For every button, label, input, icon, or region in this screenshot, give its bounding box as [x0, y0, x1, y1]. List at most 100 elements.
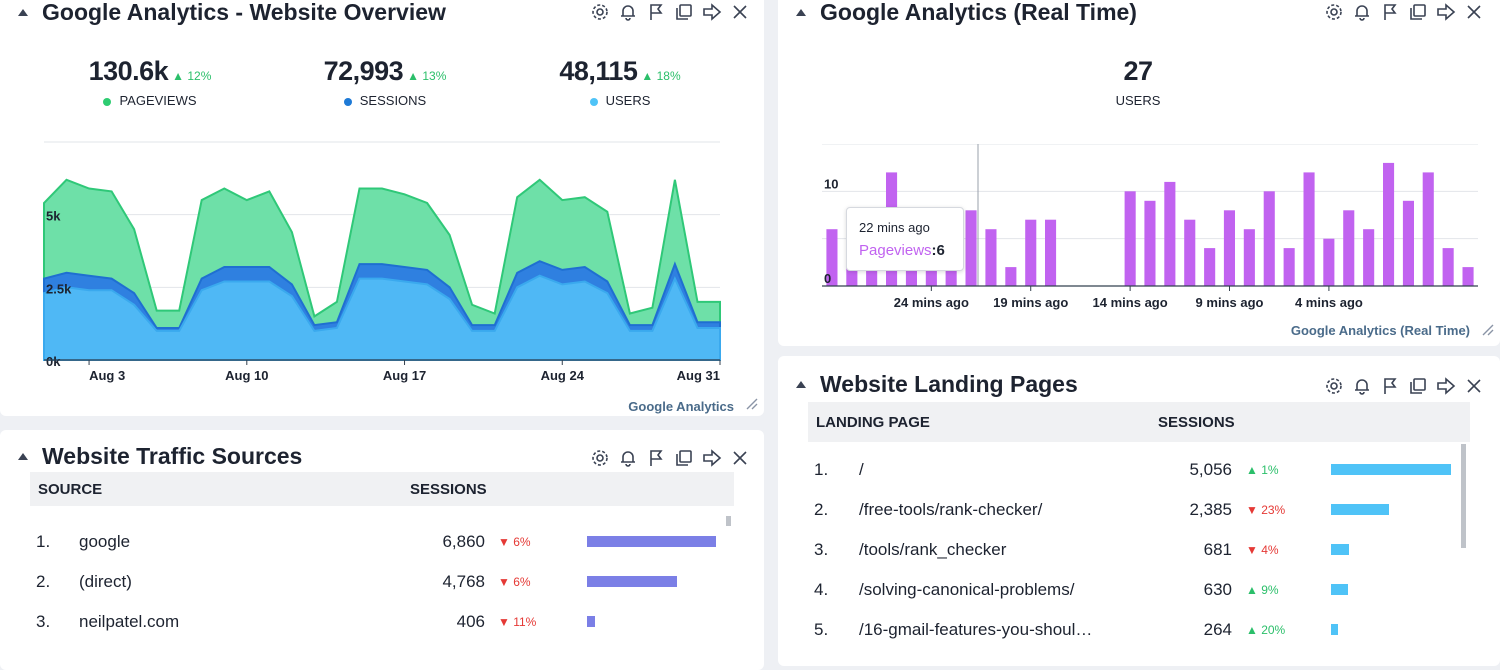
- bar-pageviews[interactable]: [1462, 267, 1474, 286]
- flag-icon[interactable]: [646, 2, 666, 22]
- x-tick-label: Aug 31: [677, 368, 720, 383]
- share-arrow-icon[interactable]: [1436, 2, 1456, 22]
- table-row[interactable]: 1. / 5,056 ▲ 1%: [778, 450, 1500, 490]
- bar-pageviews[interactable]: [1442, 248, 1454, 286]
- bar-pageviews[interactable]: [1005, 267, 1017, 286]
- table-row[interactable]: 5. /16-gmail-features-you-shoul… 264 ▲ 20%: [778, 610, 1500, 650]
- landing-table-header: LANDING PAGE SESSIONS: [808, 402, 1470, 442]
- y-tick-label: 10: [824, 176, 838, 191]
- copy-icon[interactable]: [674, 2, 694, 22]
- row-rank: 1.: [814, 460, 829, 479]
- traffic-header: Website Traffic Sources: [18, 443, 302, 469]
- bar-pageviews[interactable]: [1223, 210, 1235, 286]
- row-change: ▼ 23%: [1246, 503, 1286, 517]
- bar-pageviews[interactable]: [1343, 210, 1355, 286]
- col-landing-page: LANDING PAGE: [816, 413, 930, 431]
- table-row[interactable]: 3. neilpatel.com 406 ▼ 11%: [0, 602, 760, 642]
- bar-pageviews[interactable]: [1263, 191, 1275, 286]
- overview-panel: Google Analytics - Website Overview 130.…: [0, 0, 764, 416]
- table-row[interactable]: 4. /solving-canonical-problems/630 ▲ 9%: [778, 570, 1500, 610]
- row-name-link[interactable]: /solving-canonical-problems/: [859, 580, 1075, 599]
- resize-handle-icon[interactable]: [1480, 322, 1494, 336]
- x-tick-label: Aug 17: [383, 368, 426, 383]
- collapse-caret-icon[interactable]: [796, 380, 806, 388]
- flag-icon[interactable]: [1380, 2, 1400, 22]
- x-tick-label: 14 mins ago: [1093, 295, 1168, 310]
- row-name-link[interactable]: /16-gmail-features-you-shoul…: [859, 620, 1093, 639]
- x-tick-label: Aug 24: [541, 368, 585, 383]
- close-icon[interactable]: [1464, 2, 1484, 22]
- settings-gear-icon[interactable]: [590, 448, 610, 468]
- bar-pageviews[interactable]: [1283, 248, 1295, 286]
- kpi-label: USERS: [605, 93, 651, 108]
- row-name-link[interactable]: /tools/rank_checker: [859, 540, 1007, 559]
- bar-pageviews[interactable]: [985, 229, 997, 286]
- bar-pageviews[interactable]: [1323, 238, 1335, 286]
- close-icon[interactable]: [730, 2, 750, 22]
- close-icon[interactable]: [730, 448, 750, 468]
- scrollbar-thumb[interactable]: [726, 516, 731, 526]
- bar-pageviews[interactable]: [1243, 229, 1255, 286]
- bar-pageviews[interactable]: [1402, 200, 1414, 286]
- row-name-link[interactable]: /free-tools/rank-checker/: [859, 500, 1043, 519]
- row-sessions: 6,860: [442, 532, 485, 551]
- bell-icon[interactable]: [618, 2, 638, 22]
- bar-pageviews[interactable]: [846, 267, 858, 286]
- table-row[interactable]: 2. /free-tools/rank-checker/2,385 ▼ 23%: [778, 490, 1500, 530]
- bar-pageviews[interactable]: [1025, 219, 1037, 286]
- row-rank: 3.: [814, 540, 829, 559]
- row-share-bar: [1331, 464, 1451, 475]
- close-icon[interactable]: [1464, 376, 1484, 396]
- x-tick-label: Aug 3: [89, 368, 125, 383]
- share-arrow-icon[interactable]: [702, 2, 722, 22]
- kpi-value: 27: [1123, 56, 1153, 86]
- row-name-link[interactable]: neilpatel.com: [79, 612, 180, 631]
- kpi-label: USERS: [1115, 93, 1161, 108]
- scrollbar-thumb[interactable]: [1461, 444, 1466, 548]
- resize-handle-icon[interactable]: [744, 396, 758, 410]
- row-share-bar: [587, 576, 677, 587]
- share-arrow-icon[interactable]: [702, 448, 722, 468]
- share-arrow-icon[interactable]: [1436, 376, 1456, 396]
- copy-icon[interactable]: [1408, 2, 1428, 22]
- bar-pageviews[interactable]: [1045, 219, 1057, 286]
- bell-icon[interactable]: [1352, 2, 1372, 22]
- bar-pageviews[interactable]: [1383, 162, 1395, 286]
- bar-pageviews[interactable]: [1204, 248, 1216, 286]
- y-tick-label: 2.5k: [46, 281, 72, 296]
- bar-pageviews[interactable]: [1184, 219, 1196, 286]
- collapse-caret-icon[interactable]: [18, 452, 28, 460]
- landing-header: Website Landing Pages: [796, 371, 1078, 397]
- table-row[interactable]: 3. /tools/rank_checker 681 ▼ 4%: [778, 530, 1500, 570]
- settings-gear-icon[interactable]: [590, 2, 610, 22]
- row-name-link[interactable]: google: [79, 532, 131, 551]
- table-row[interactable]: 2. (direct) 4,768 ▼ 6%: [0, 562, 760, 602]
- settings-gear-icon[interactable]: [1324, 2, 1344, 22]
- bar-pageviews[interactable]: [965, 210, 977, 286]
- legend-dot: [343, 97, 352, 106]
- copy-icon[interactable]: [1408, 376, 1428, 396]
- row-share-bar: [1331, 584, 1348, 595]
- bar-pageviews[interactable]: [1124, 191, 1136, 286]
- bell-icon[interactable]: [618, 448, 638, 468]
- bar-pageviews[interactable]: [1422, 172, 1434, 286]
- flag-icon[interactable]: [1380, 376, 1400, 396]
- collapse-caret-icon[interactable]: [18, 8, 28, 16]
- overview-area-chart: 5k 2.5k 0k Aug 3 Aug 10 Aug 17 Aug 24 Aug 31: [43, 141, 721, 383]
- copy-icon[interactable]: [674, 448, 694, 468]
- flag-icon[interactable]: [646, 448, 666, 468]
- bar-pageviews[interactable]: [1144, 200, 1156, 286]
- settings-gear-icon[interactable]: [1324, 376, 1344, 396]
- row-name-link[interactable]: (direct): [79, 572, 132, 591]
- bar-pageviews[interactable]: [826, 229, 838, 286]
- table-row[interactable]: 1. google 6,860 ▼ 6%: [0, 522, 760, 562]
- bell-icon[interactable]: [1352, 376, 1372, 396]
- collapse-caret-icon[interactable]: [796, 8, 806, 16]
- bar-pageviews[interactable]: [1363, 229, 1375, 286]
- bar-pageviews[interactable]: [1303, 172, 1315, 286]
- row-name-link[interactable]: /: [859, 460, 864, 479]
- bar-pageviews[interactable]: [1164, 181, 1176, 286]
- row-sessions: 406: [456, 612, 485, 631]
- row-sessions: 681: [1203, 540, 1232, 559]
- realtime-toolbar: [1316, 0, 1484, 24]
